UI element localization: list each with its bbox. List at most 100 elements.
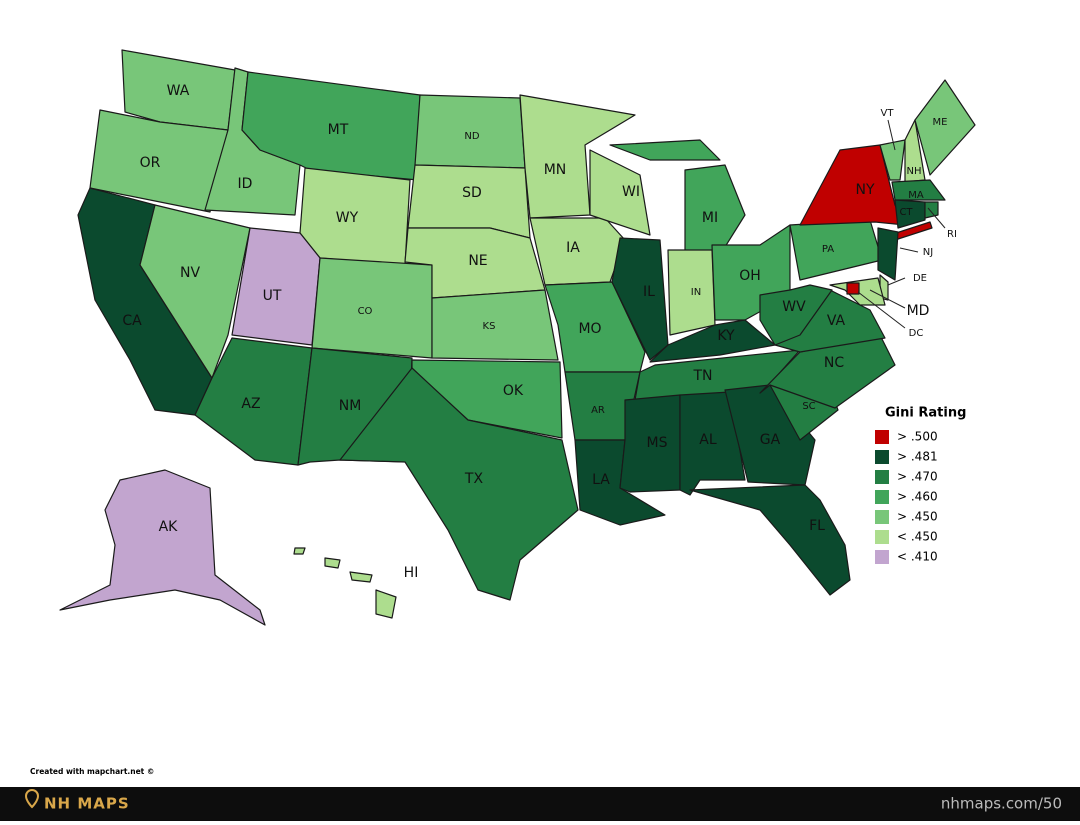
state-label: TN xyxy=(692,368,712,384)
state-shape xyxy=(879,139,906,181)
legend-swatch xyxy=(875,430,889,444)
state-label: NY xyxy=(855,182,874,198)
leader-lines xyxy=(857,119,946,329)
state-label: CA xyxy=(122,313,142,329)
state-shape xyxy=(293,547,306,555)
state-shape xyxy=(789,219,883,281)
state-label: VA xyxy=(827,313,846,329)
legend-swatch xyxy=(875,450,889,464)
state-label: NC xyxy=(824,355,844,371)
state-label: NH xyxy=(907,166,922,177)
state-shape xyxy=(407,164,531,239)
state-label: WY xyxy=(336,210,359,226)
state-shape xyxy=(846,282,860,295)
state-label: UT xyxy=(263,288,282,304)
legend-swatch xyxy=(875,470,889,484)
state-label: FL xyxy=(809,518,825,534)
state-label: VT xyxy=(881,108,895,119)
state-shape xyxy=(431,289,559,361)
state-label: SD xyxy=(462,185,482,201)
state-shape xyxy=(611,237,669,361)
state-label: OK xyxy=(503,383,524,399)
state-label: DE xyxy=(913,273,927,284)
state-label: MN xyxy=(544,162,567,178)
state-label: WI xyxy=(622,184,640,200)
legend-swatch xyxy=(875,490,889,504)
state-label: NE xyxy=(468,253,487,269)
state-shape xyxy=(59,469,266,626)
state-shape xyxy=(759,284,833,346)
state-label: WV xyxy=(782,299,806,315)
state-label: WA xyxy=(167,83,190,99)
state-label: KY xyxy=(717,328,735,344)
state-label: ME xyxy=(933,117,948,128)
state-label: MI xyxy=(702,210,718,226)
footer-brand: NH MAPS xyxy=(44,795,130,813)
legend-swatch xyxy=(875,550,889,564)
state-label: MS xyxy=(647,435,668,451)
state-shape xyxy=(724,384,816,486)
legend-label: > .450 xyxy=(897,510,938,524)
state-label: SC xyxy=(802,401,815,412)
state-label: MD xyxy=(907,303,930,319)
state-shape xyxy=(349,571,373,583)
footer-url: nhmaps.com/50 xyxy=(941,795,1062,813)
state-label: PA xyxy=(822,244,834,255)
legend-label: > .460 xyxy=(897,490,938,504)
legend-label: > .500 xyxy=(897,430,938,444)
credit: Created with mapchart.net © xyxy=(30,767,154,776)
state-label: DC xyxy=(909,328,924,339)
state-labels: WA OR CA NV ID MT WY UT CO AZ NM ND SD NE KS OK TX MN IA MO… xyxy=(122,83,957,581)
state-shape xyxy=(375,589,397,619)
state-label: NM xyxy=(339,398,362,414)
state-label: IL xyxy=(643,284,655,300)
state-shape xyxy=(649,319,776,363)
state-label: HI xyxy=(404,565,419,581)
state-label: CT xyxy=(899,207,913,218)
state-label: IA xyxy=(566,240,580,256)
state-shape xyxy=(609,139,721,161)
state-label: KS xyxy=(483,321,496,332)
state-label: IN xyxy=(691,287,701,298)
state-label: NV xyxy=(180,265,200,281)
legend-title: Gini Rating xyxy=(885,406,966,421)
state-shape xyxy=(924,201,939,219)
state-label: GA xyxy=(760,432,781,448)
state-label: ID xyxy=(238,176,253,192)
state-label: CO xyxy=(358,306,373,317)
state-label: MA xyxy=(908,190,924,201)
legend-label: < .410 xyxy=(897,550,938,564)
legend-swatch xyxy=(875,510,889,524)
state-label: OR xyxy=(140,155,161,171)
legend-label: > .481 xyxy=(897,450,938,464)
state-label: AK xyxy=(159,519,179,535)
legend: > .500 > .481 > .470 > .460 > .450 < .450 < .4… xyxy=(875,430,938,564)
pin-icon xyxy=(24,789,40,809)
state-shape xyxy=(914,79,976,176)
state-label: AL xyxy=(699,432,717,448)
state-label: RI xyxy=(947,229,957,240)
state-shape xyxy=(139,204,251,379)
state-label: OH xyxy=(739,268,761,284)
state-shape xyxy=(339,367,579,601)
state-label: TX xyxy=(464,471,484,487)
footer-bar xyxy=(0,787,1080,821)
state-label: ND xyxy=(464,131,479,142)
state-label: AR xyxy=(591,405,605,416)
state-shape xyxy=(877,227,899,281)
legend-swatch xyxy=(875,530,889,544)
state-shape xyxy=(891,179,946,201)
state-shape xyxy=(894,199,926,229)
state-label: MO xyxy=(578,321,601,337)
legend-label: > .470 xyxy=(897,470,938,484)
legend-label: < .450 xyxy=(897,530,938,544)
state-label: MT xyxy=(328,122,349,138)
state-shape xyxy=(324,557,341,569)
state-label: NJ xyxy=(923,247,933,258)
state-shape xyxy=(589,149,651,236)
state-shape xyxy=(689,484,851,596)
state-shape xyxy=(684,164,746,256)
state-label: AZ xyxy=(241,396,260,412)
state-label: LA xyxy=(592,472,610,488)
